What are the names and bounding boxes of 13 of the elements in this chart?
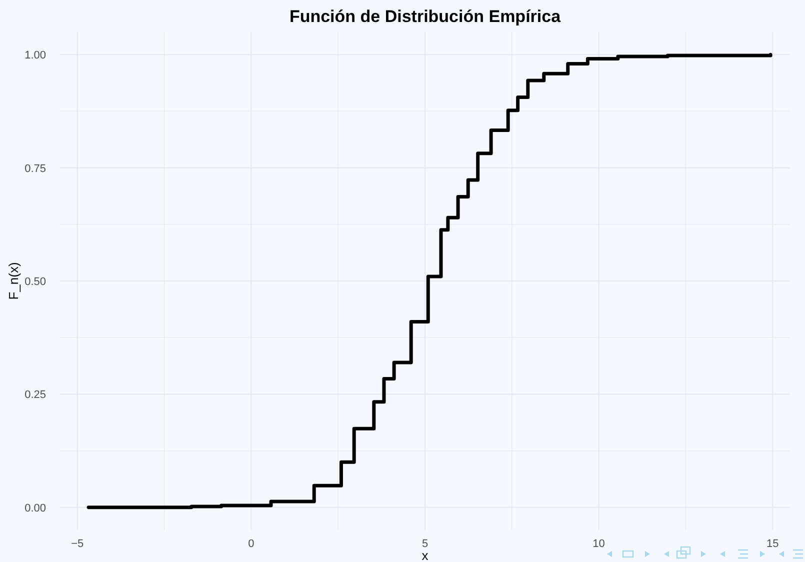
y-tick-label: 0.75 <box>24 162 46 175</box>
x-tick-label: 15 <box>766 538 779 550</box>
chart-title: Función de Distribución Empírica <box>289 7 562 26</box>
x-tick-label: 10 <box>592 538 605 550</box>
x-tick-label: −5 <box>71 538 84 550</box>
x-axis-title: x <box>422 548 429 562</box>
y-axis-title: F_n(x) <box>6 262 21 300</box>
y-tick-label: 0.25 <box>24 389 46 402</box>
y-tick-label: 0.00 <box>24 502 46 514</box>
y-tick-label: 1.00 <box>24 50 46 62</box>
x-tick-label: 5 <box>422 538 428 550</box>
x-tick-label: 0 <box>248 538 254 550</box>
y-tick-label: 0.50 <box>24 276 46 288</box>
